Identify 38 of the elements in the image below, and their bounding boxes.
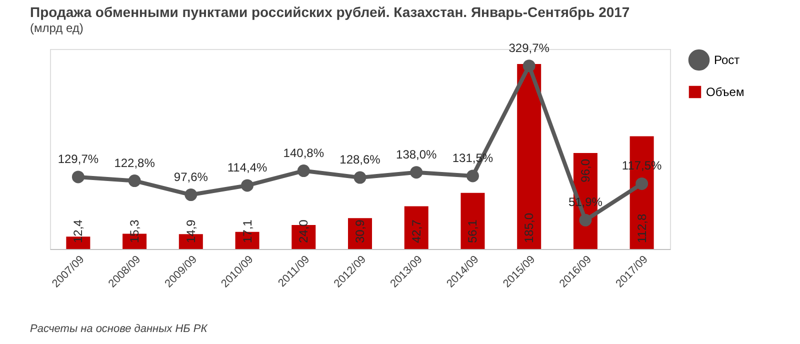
- legend-label: Рост: [714, 53, 740, 67]
- bar: [404, 206, 428, 249]
- chart-subtitle: (млрд ед): [30, 20, 84, 35]
- point: [184, 188, 198, 202]
- data-label: 24,0: [296, 219, 311, 243]
- data-label: 14,9: [184, 219, 198, 243]
- legend-label: Объем: [706, 85, 744, 99]
- point: [636, 177, 648, 190]
- bar: [460, 192, 485, 249]
- chart-title: Продажа обменными пунктами российских рублей. Казахстан. Январь-Сентябрь 2017: [30, 4, 630, 20]
- data-label: 15,3: [128, 219, 142, 243]
- data-label: 138,0%: [396, 147, 438, 162]
- point: [241, 179, 254, 192]
- data-label: 140,8%: [283, 146, 324, 160]
- point: [579, 214, 592, 226]
- data-label: 96,0: [578, 158, 592, 182]
- point: [297, 164, 310, 178]
- point: [72, 170, 84, 184]
- data-label: 30,9: [353, 219, 367, 243]
- data-label: 128,6%: [340, 152, 381, 167]
- point: [410, 166, 423, 179]
- point: [128, 174, 141, 188]
- data-label: 12,4: [71, 219, 86, 243]
- data-label: 185,0: [522, 212, 536, 243]
- data-label: 329,7%: [508, 40, 550, 55]
- text: Расчеты на основе данных НБ РК: [30, 323, 208, 335]
- data-label: 42,7: [409, 219, 424, 243]
- data-label: 114,4%: [227, 160, 268, 174]
- data-label: 97,6%: [174, 170, 208, 184]
- data-label: 56,1: [466, 219, 480, 243]
- data-label: 122,8%: [114, 156, 156, 170]
- point: [466, 170, 479, 182]
- point: [522, 60, 536, 72]
- data-label: 17,1: [240, 219, 254, 243]
- point: [354, 171, 366, 184]
- bar: [517, 64, 542, 249]
- data-label: 129,7%: [58, 152, 99, 166]
- data-label: 112,8: [634, 214, 649, 243]
